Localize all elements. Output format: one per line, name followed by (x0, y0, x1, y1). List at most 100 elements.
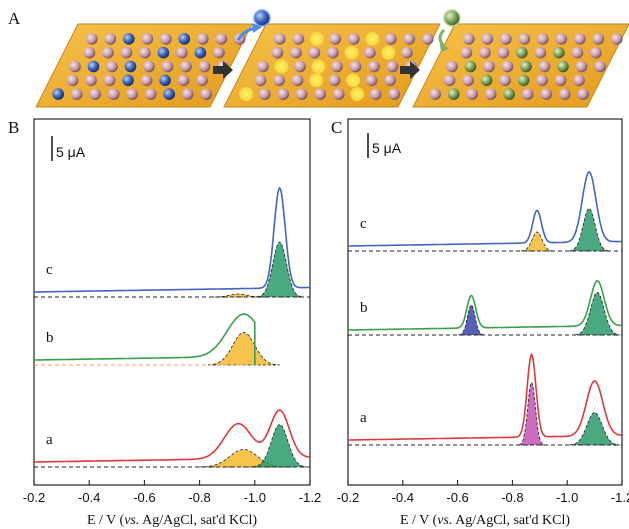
adsorbed-atom-blue (123, 33, 135, 45)
substrate-atom (329, 33, 342, 45)
adsorbed-atom-green (557, 60, 569, 73)
vacancy-site (274, 59, 289, 74)
substrate-atom (429, 88, 442, 100)
substrate-atom (85, 74, 97, 87)
released-ion-blue (253, 9, 271, 27)
substrate-atom (443, 74, 456, 87)
adsorbed-atom-blue (163, 88, 175, 100)
substrate-atom (258, 88, 271, 100)
x-axis-c: -0.2 -0.4 -0.6 -0.8 -1.0 -1.2 (337, 480, 629, 505)
substrate-atom (384, 74, 396, 87)
deconvoluted-peak (257, 241, 303, 298)
substrate-atom (401, 46, 413, 59)
substrate-atom (571, 46, 584, 59)
substrate-atom (160, 33, 172, 45)
x-tick-label: -0.2 (23, 490, 45, 505)
vacancy-site (311, 59, 326, 74)
substrate-atom (292, 33, 305, 45)
substrate-atom (295, 88, 308, 100)
substrate-atom (197, 33, 209, 45)
deconvoluted-peak (252, 424, 307, 468)
adsorbed-atom-blue (194, 46, 207, 59)
substrate-atom (143, 60, 155, 73)
adsorbed-atom-green (447, 88, 460, 100)
substrate-atom (554, 74, 567, 87)
substrate-atom (403, 33, 416, 45)
scale-label-c: 5 μA (372, 140, 402, 156)
curve-label-b: b (360, 300, 368, 316)
substrate-atom (555, 33, 568, 45)
x-tick-label: -0.2 (337, 490, 359, 505)
x-tick-label: -0.8 (501, 490, 523, 505)
peak-fills-c (458, 208, 620, 446)
curve-labels-b: a b c (46, 262, 54, 448)
substrate-atom (479, 46, 491, 59)
substrate-atom (107, 88, 120, 100)
vacancy-site (346, 73, 361, 88)
substrate-atom (540, 88, 552, 100)
substrate-atom (331, 60, 343, 73)
substrate-atom (308, 46, 321, 59)
substrate-atom (271, 46, 284, 59)
substrate-atom (537, 33, 549, 45)
substrate-atom (611, 33, 623, 45)
vacancy-site (309, 73, 324, 88)
substrate-atom (422, 33, 434, 45)
substrate-atom (213, 46, 225, 59)
adsorbed-atom-green (503, 88, 515, 100)
curve-label-a: a (46, 432, 53, 448)
substrate-atom (332, 88, 345, 100)
panel-label-b: B (8, 118, 19, 137)
x-tick-label: -0.6 (133, 490, 155, 505)
curves-b (34, 186, 311, 468)
substrate-atom (198, 60, 211, 73)
substrate-atom (385, 33, 397, 45)
substrate-atom (103, 74, 116, 87)
adsorbed-atom-blue (124, 60, 137, 73)
substrate-atom (273, 74, 285, 87)
peak-fills-b (199, 241, 307, 468)
schematic-slab (412, 23, 629, 108)
substrate-atom (534, 46, 547, 59)
substrate-atom (176, 46, 188, 59)
x-tick-label: -0.6 (446, 490, 468, 505)
x-tick-label: -0.8 (188, 490, 210, 505)
x-tick-label: -1.2 (611, 490, 629, 505)
vacancy-site (365, 31, 380, 46)
substrate-atom (558, 88, 571, 100)
substrate-atom (294, 60, 306, 73)
substrate-atom (177, 74, 190, 87)
substrate-atom (314, 88, 327, 100)
substrate-atom (102, 46, 114, 59)
substrate-atom (120, 46, 133, 59)
substrate-atom (592, 33, 605, 45)
chart-panel-b: -0.2 -0.4 -0.6 -0.8 -1.0 -1.2 a b c 5 μA (23, 118, 321, 505)
substrate-atom (349, 60, 362, 73)
substrate-atom (501, 60, 514, 73)
voltammogram-curve-b (34, 313, 256, 365)
x-tick-label: -1.0 (556, 490, 578, 505)
incoming-ion-green (443, 9, 461, 27)
substrate-atom (386, 60, 399, 73)
substrate-atom (104, 33, 117, 45)
substrate-atom (83, 46, 96, 59)
voltammogram-curve-a (348, 352, 623, 441)
adsorbed-atom-blue (159, 74, 171, 87)
curve-label-c: c (360, 216, 367, 232)
deconvoluted-peak (207, 332, 280, 366)
substrate-atom (575, 60, 588, 73)
deconvoluted-peak (458, 304, 485, 336)
substrate-atom (66, 74, 79, 87)
plot-frame-b (33, 118, 311, 486)
adsorbed-atom-blue (157, 46, 170, 59)
substrate-atom (369, 88, 382, 100)
adsorbed-atom-green (516, 46, 528, 59)
curve-label-a: a (360, 410, 367, 426)
curve-label-b: b (46, 330, 54, 346)
substrate-atom (388, 88, 401, 100)
substrate-atom (368, 60, 380, 73)
adsorbed-atom-green (517, 74, 530, 87)
adsorbed-atom-blue (87, 60, 100, 73)
substrate-atom (500, 33, 512, 45)
